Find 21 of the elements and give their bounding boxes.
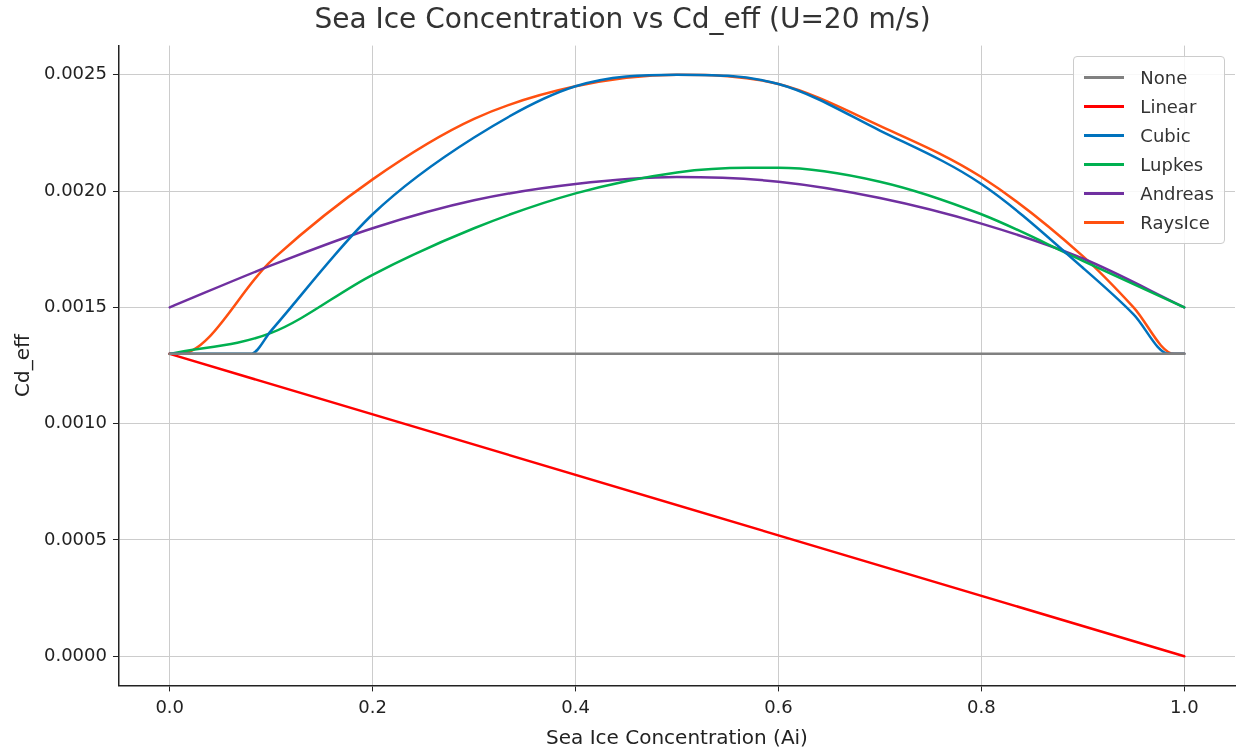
legend-label: RaysIce: [1140, 211, 1210, 233]
x-tick-label: 0.4: [561, 695, 590, 717]
x-tick-label: 0.2: [358, 695, 387, 717]
y-tick-label: 0.0025: [44, 62, 107, 84]
y-tick-label: 0.0005: [44, 527, 107, 549]
legend-label: Lupkes: [1140, 153, 1204, 175]
y-tick-label: 0.0015: [44, 295, 107, 317]
x-tick-label: 0.8: [967, 695, 996, 717]
y-tick-label: 0.0000: [44, 643, 107, 665]
y-tick-label: 0.0020: [44, 178, 107, 200]
x-axis-title: Sea Ice Concentration (Ai): [546, 725, 808, 750]
x-tick-label: 1.0: [1169, 695, 1199, 717]
x-tick-label: 0.0: [155, 695, 185, 717]
legend-label: Linear: [1140, 95, 1197, 117]
x-tick-label: 0.6: [764, 695, 793, 717]
legend-label: None: [1140, 66, 1188, 88]
y-axis-title: Cd_eff: [10, 332, 35, 397]
legend-label: Cubic: [1140, 124, 1191, 146]
y-tick-label: 0.0010: [44, 411, 107, 433]
chart-title: Sea Ice Concentration vs Cd_eff (U=20 m/s): [314, 2, 931, 36]
legend-label: Andreas: [1140, 182, 1214, 204]
